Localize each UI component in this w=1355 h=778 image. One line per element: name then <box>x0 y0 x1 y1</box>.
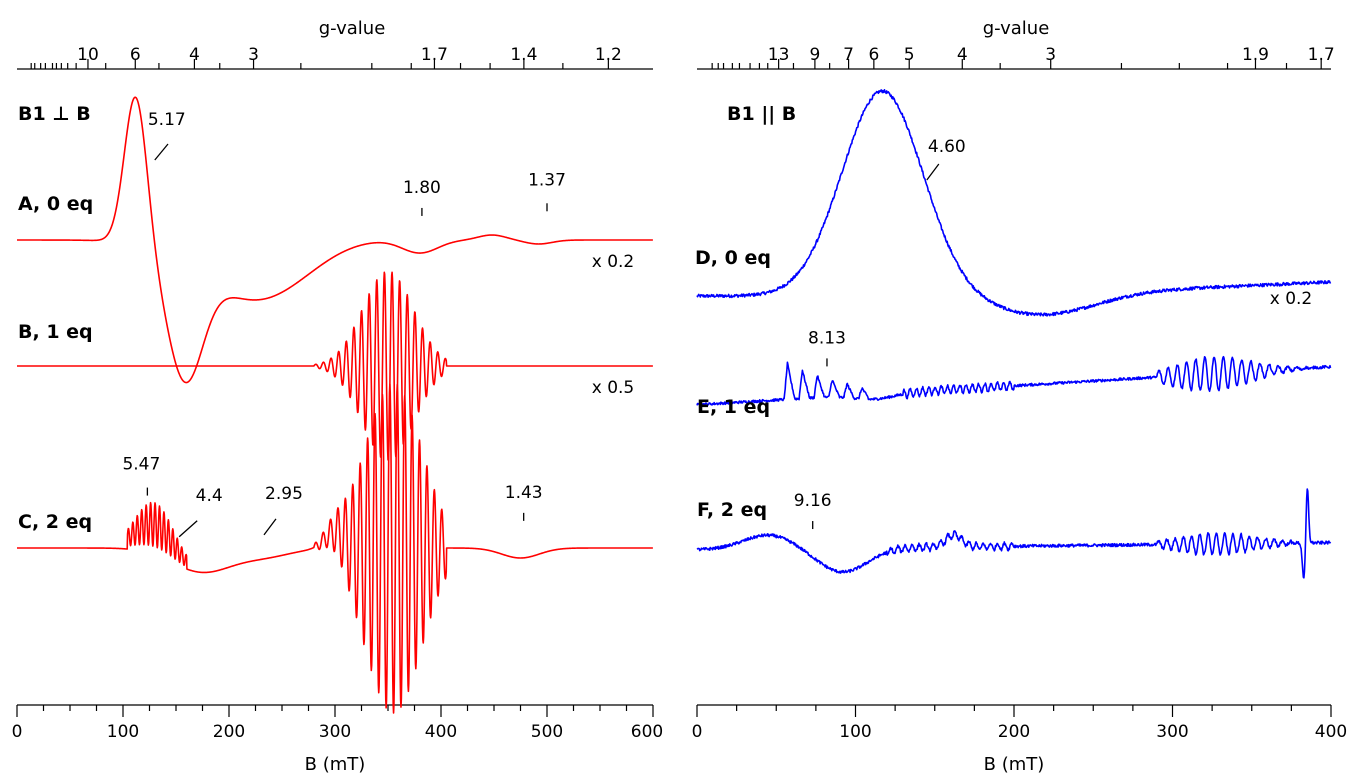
peak-annotation: 4.4 <box>196 486 223 506</box>
b-tick-label: 600 <box>631 722 663 742</box>
annotation-pointer <box>926 163 940 181</box>
peak-annotation: 8.13 <box>808 328 846 348</box>
b-tick-label: 400 <box>425 722 457 742</box>
annotation-pointer <box>178 520 198 538</box>
series-trace-e-1-eq <box>696 355 1332 407</box>
scale-factor: x 0.2 <box>592 252 635 272</box>
g-tick-label: 10 <box>77 45 99 65</box>
peak-annotation: 4.60 <box>928 137 966 157</box>
scale-factor: x 0.5 <box>592 378 635 398</box>
series-label: F, 2 eq <box>697 499 767 521</box>
peak-annotation: 1.80 <box>403 178 441 198</box>
b-axis-title: B (mT) <box>984 754 1045 775</box>
peak-annotation: 1.37 <box>528 170 566 190</box>
peak-annotation: 5.17 <box>148 110 186 130</box>
b-tick-label: 100 <box>107 722 139 742</box>
peak-annotation: 5.47 <box>122 455 160 475</box>
series-trace-b-1-eq <box>16 271 654 461</box>
g-axis-title: g-value <box>983 18 1050 39</box>
g-tick-label: 3 <box>248 45 259 65</box>
b-tick-label: 300 <box>1156 722 1188 742</box>
panel-perpendicular: g-value 10 6 4 3 1.7 1.4 1.2 0 100 200 300 400 500 600… <box>12 18 664 775</box>
series-trace-d-0-eq <box>696 89 1332 317</box>
panel-title: B1 ⊥ B <box>18 103 91 125</box>
peak-annotation: 1.43 <box>505 483 543 503</box>
series-trace-c-2-eq <box>16 383 654 714</box>
series-label: A, 0 eq <box>18 193 93 215</box>
b-tick-label: 100 <box>839 722 871 742</box>
annotation-pointer <box>154 143 169 161</box>
b-tick-label: 0 <box>12 722 23 742</box>
g-tick-label: 1.7 <box>1308 45 1335 65</box>
b-tick-label: 500 <box>531 722 563 742</box>
g-tick-label: 13 <box>768 45 790 65</box>
g-tick-label: 1.4 <box>510 45 537 65</box>
g-tick-label: 4 <box>189 45 200 65</box>
series-trace-f-2-eq <box>696 488 1332 579</box>
g-tick-label: 9 <box>809 45 820 65</box>
g-tick-label: 1.7 <box>421 45 448 65</box>
series-label: E, 1 eq <box>697 396 770 418</box>
series-label: C, 2 eq <box>18 511 92 533</box>
g-tick-label: 5 <box>904 45 915 65</box>
g-tick-label: 6 <box>130 45 141 65</box>
g-tick-label: 3 <box>1045 45 1056 65</box>
peak-annotation: 9.16 <box>794 491 832 511</box>
panel-parallel: g-value 13 9 7 6 5 4 3 1.9 1.7 0 100 200 300 400 B (mT)… <box>692 18 1348 775</box>
annotation-pointer <box>263 518 277 536</box>
g-axis-title: g-value <box>319 18 386 39</box>
b-tick-label: 400 <box>1315 722 1347 742</box>
scale-factor: x 0.2 <box>1270 289 1313 309</box>
series-label: B, 1 eq <box>18 321 93 343</box>
series-trace-a-0-eq <box>16 96 654 384</box>
b-tick-label: 0 <box>692 722 703 742</box>
b-axis-title: B (mT) <box>305 754 366 775</box>
g-tick-label: 4 <box>957 45 968 65</box>
g-tick-label: 6 <box>868 45 879 65</box>
series-label: D, 0 eq <box>695 247 771 269</box>
peak-annotation: 2.95 <box>265 484 303 504</box>
g-tick-label: 7 <box>843 45 854 65</box>
g-tick-label: 1.2 <box>595 45 622 65</box>
b-tick-label: 200 <box>998 722 1030 742</box>
g-tick-label: 1.9 <box>1242 45 1269 65</box>
b-tick-label: 200 <box>213 722 245 742</box>
panel-title: B1 || B <box>727 103 796 125</box>
b-tick-label: 300 <box>319 722 351 742</box>
